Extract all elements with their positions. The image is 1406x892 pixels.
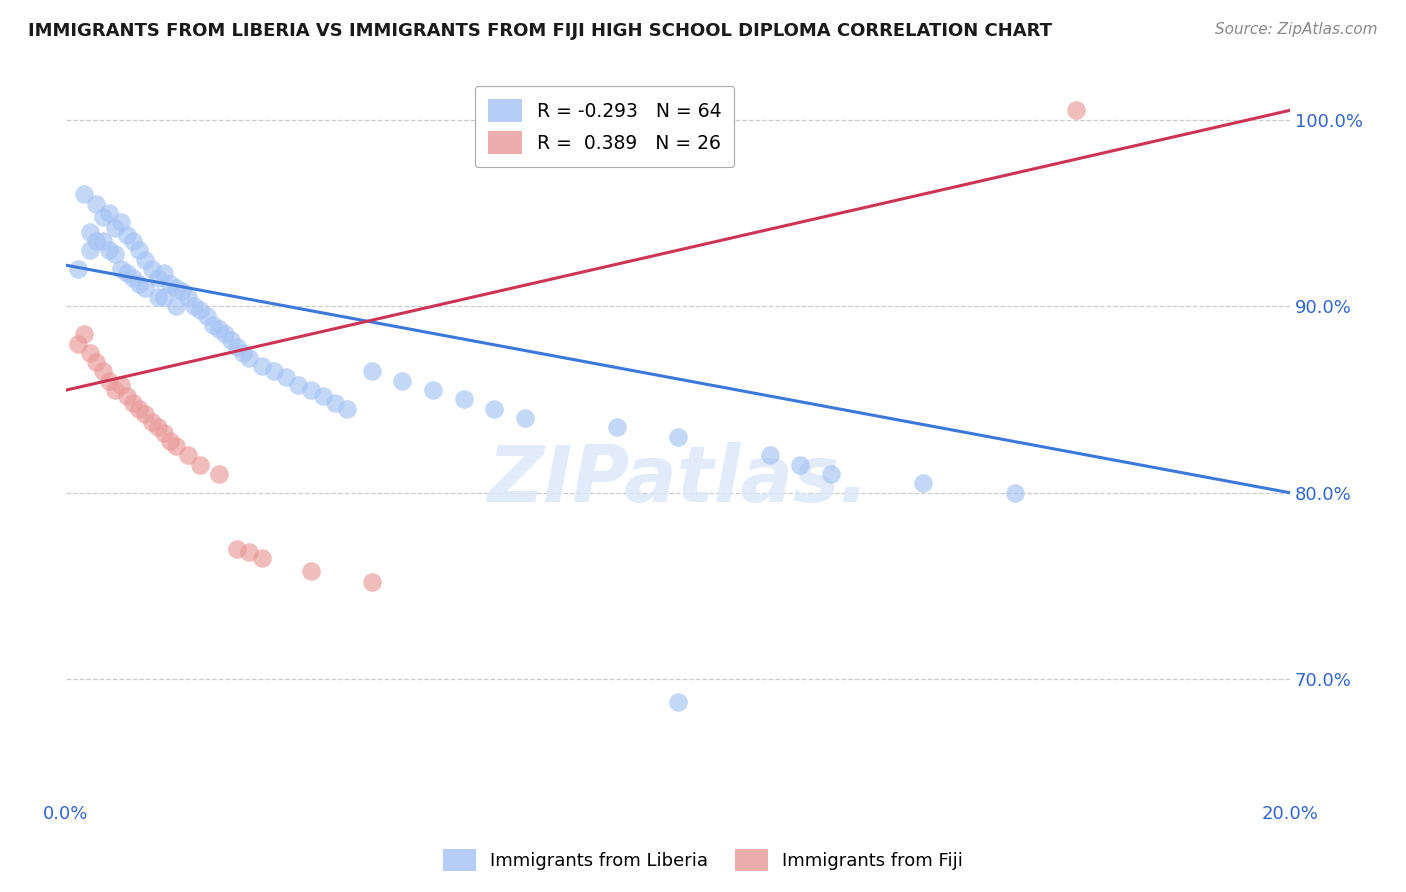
- Point: [91, 364, 114, 378]
- Point: [453, 392, 475, 407]
- Point: [666, 430, 689, 444]
- Point: [146, 420, 169, 434]
- Legend: R = -0.293   N = 64, R =  0.389   N = 26: R = -0.293 N = 64, R = 0.389 N = 26: [475, 86, 734, 168]
- Point: [134, 280, 156, 294]
- Point: [97, 374, 120, 388]
- Point: [86, 234, 108, 248]
- Point: [110, 261, 132, 276]
- Point: [820, 467, 842, 482]
- Point: [86, 196, 108, 211]
- Point: [122, 234, 145, 248]
- Point: [159, 277, 181, 291]
- Point: [128, 401, 150, 416]
- Point: [159, 434, 181, 448]
- Point: [67, 261, 90, 276]
- Point: [115, 389, 138, 403]
- Point: [152, 290, 174, 304]
- Point: [238, 351, 260, 366]
- Point: [73, 187, 96, 202]
- Point: [226, 340, 249, 354]
- Point: [911, 476, 934, 491]
- Point: [1004, 485, 1026, 500]
- Point: [208, 321, 231, 335]
- Point: [79, 225, 101, 239]
- Point: [250, 551, 273, 566]
- Point: [484, 401, 506, 416]
- Point: [141, 261, 163, 276]
- Point: [79, 244, 101, 258]
- Point: [97, 244, 120, 258]
- Point: [122, 396, 145, 410]
- Point: [336, 401, 359, 416]
- Point: [276, 370, 298, 384]
- Point: [758, 449, 780, 463]
- Point: [201, 318, 224, 332]
- Point: [250, 359, 273, 373]
- Point: [287, 377, 309, 392]
- Point: [226, 541, 249, 556]
- Point: [299, 564, 322, 578]
- Point: [232, 346, 254, 360]
- Point: [104, 220, 127, 235]
- Point: [1064, 103, 1087, 118]
- Point: [172, 285, 194, 299]
- Point: [666, 695, 689, 709]
- Point: [104, 383, 127, 397]
- Point: [299, 383, 322, 397]
- Point: [360, 364, 382, 378]
- Point: [91, 210, 114, 224]
- Point: [122, 271, 145, 285]
- Point: [128, 277, 150, 291]
- Point: [104, 247, 127, 261]
- Point: [190, 302, 212, 317]
- Point: [606, 420, 628, 434]
- Point: [86, 355, 108, 369]
- Point: [513, 411, 536, 425]
- Point: [177, 290, 200, 304]
- Point: [312, 389, 335, 403]
- Point: [110, 377, 132, 392]
- Point: [165, 280, 187, 294]
- Point: [110, 215, 132, 229]
- Point: [134, 408, 156, 422]
- Point: [146, 290, 169, 304]
- Point: [789, 458, 811, 472]
- Point: [183, 299, 205, 313]
- Point: [323, 396, 346, 410]
- Point: [165, 299, 187, 313]
- Point: [219, 333, 242, 347]
- Point: [165, 439, 187, 453]
- Point: [79, 346, 101, 360]
- Point: [67, 336, 90, 351]
- Point: [152, 426, 174, 441]
- Point: [146, 271, 169, 285]
- Point: [238, 545, 260, 559]
- Point: [208, 467, 231, 482]
- Point: [422, 383, 444, 397]
- Point: [91, 234, 114, 248]
- Text: ZIPatlas.: ZIPatlas.: [486, 442, 869, 518]
- Point: [214, 327, 236, 342]
- Point: [263, 364, 285, 378]
- Text: IMMIGRANTS FROM LIBERIA VS IMMIGRANTS FROM FIJI HIGH SCHOOL DIPLOMA CORRELATION : IMMIGRANTS FROM LIBERIA VS IMMIGRANTS FR…: [28, 22, 1052, 40]
- Point: [360, 575, 382, 590]
- Point: [141, 415, 163, 429]
- Point: [195, 309, 218, 323]
- Point: [391, 374, 413, 388]
- Legend: Immigrants from Liberia, Immigrants from Fiji: Immigrants from Liberia, Immigrants from…: [436, 842, 970, 879]
- Point: [115, 266, 138, 280]
- Point: [115, 228, 138, 243]
- Point: [177, 449, 200, 463]
- Point: [190, 458, 212, 472]
- Point: [128, 244, 150, 258]
- Point: [152, 266, 174, 280]
- Point: [97, 206, 120, 220]
- Point: [73, 327, 96, 342]
- Text: Source: ZipAtlas.com: Source: ZipAtlas.com: [1215, 22, 1378, 37]
- Point: [134, 252, 156, 267]
